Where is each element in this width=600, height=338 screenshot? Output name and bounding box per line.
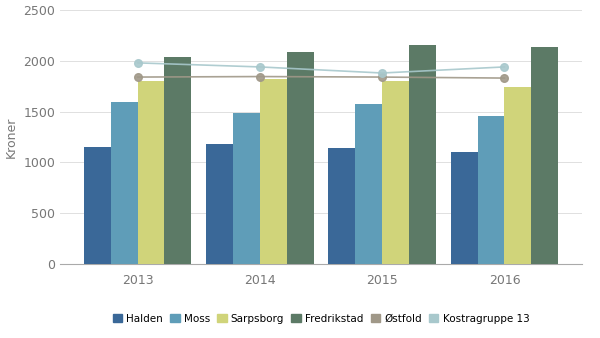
Bar <box>260 79 287 264</box>
Bar <box>328 148 355 264</box>
Bar <box>382 81 409 264</box>
Bar <box>206 144 233 264</box>
Kostragruppe 13 <box>256 65 263 69</box>
Line: Østfold: Østfold <box>134 73 508 82</box>
Bar <box>164 57 191 264</box>
Østfold <box>379 75 386 79</box>
Kostragruppe 13 <box>501 65 508 69</box>
Bar <box>110 102 137 264</box>
Bar <box>355 104 382 264</box>
Bar <box>505 87 532 264</box>
Kostragruppe 13 <box>134 61 141 65</box>
Bar <box>84 147 110 264</box>
Bar <box>409 45 436 264</box>
Østfold <box>501 76 508 80</box>
Legend: Halden, Moss, Sarpsborg, Fredrikstad, Østfold, Kostragruppe 13: Halden, Moss, Sarpsborg, Fredrikstad, Øs… <box>109 309 533 328</box>
Bar <box>478 116 505 264</box>
Y-axis label: Kroner: Kroner <box>5 116 18 158</box>
Bar <box>532 47 558 264</box>
Kostragruppe 13 <box>379 71 386 75</box>
Østfold <box>256 75 263 79</box>
Bar <box>233 113 260 264</box>
Østfold <box>134 75 141 79</box>
Bar <box>287 52 314 264</box>
Bar <box>451 152 478 264</box>
Bar <box>137 81 164 264</box>
Line: Kostragruppe 13: Kostragruppe 13 <box>134 59 508 77</box>
